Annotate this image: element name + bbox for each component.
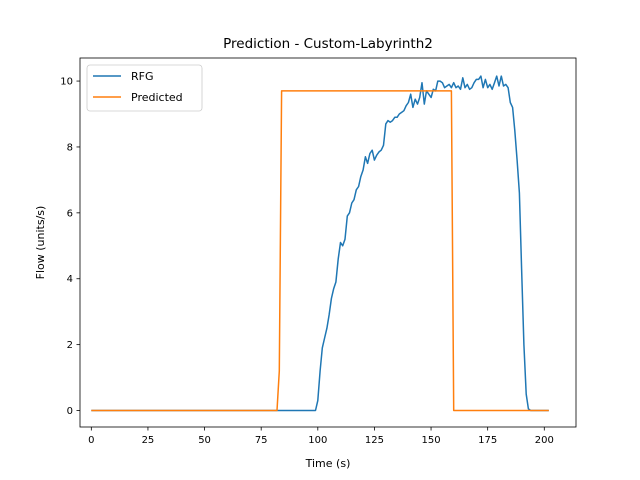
y-tick-label: 4 [67,274,73,285]
legend-label-rfg: RFG [131,70,154,83]
y-tick-label: 6 [67,208,73,219]
legend: RFG Predicted [86,64,203,112]
x-axis-ticks: 0 25 50 75 100 125 150 175 200 [88,427,554,446]
x-tick-label: 100 [308,435,327,446]
legend-label-predicted: Predicted [131,91,183,104]
x-tick-label: 200 [535,435,554,446]
series-line-rfg [91,75,549,412]
y-axis-ticks: 0 2 4 6 8 10 [60,77,80,417]
series-line-predicted [91,90,549,412]
x-tick-label: 75 [255,435,268,446]
x-tick-label: 175 [478,435,497,446]
x-tick-label: 150 [422,435,441,446]
y-tick-label: 10 [60,77,73,88]
x-tick-label: 0 [88,435,94,446]
plot-area-frame [79,57,577,428]
plot-lines [91,75,549,412]
y-tick-label: 0 [67,406,73,417]
y-tick-label: 2 [67,340,73,351]
y-tick-label: 8 [67,142,73,153]
x-tick-label: 25 [142,435,155,446]
x-axis-label: Time (s) [305,457,351,470]
x-tick-label: 50 [198,435,211,446]
y-axis-label: Flow (units/s) [34,206,47,280]
chart-title: Prediction - Custom-Labyrinth2 [223,36,433,52]
x-tick-label: 125 [365,435,384,446]
